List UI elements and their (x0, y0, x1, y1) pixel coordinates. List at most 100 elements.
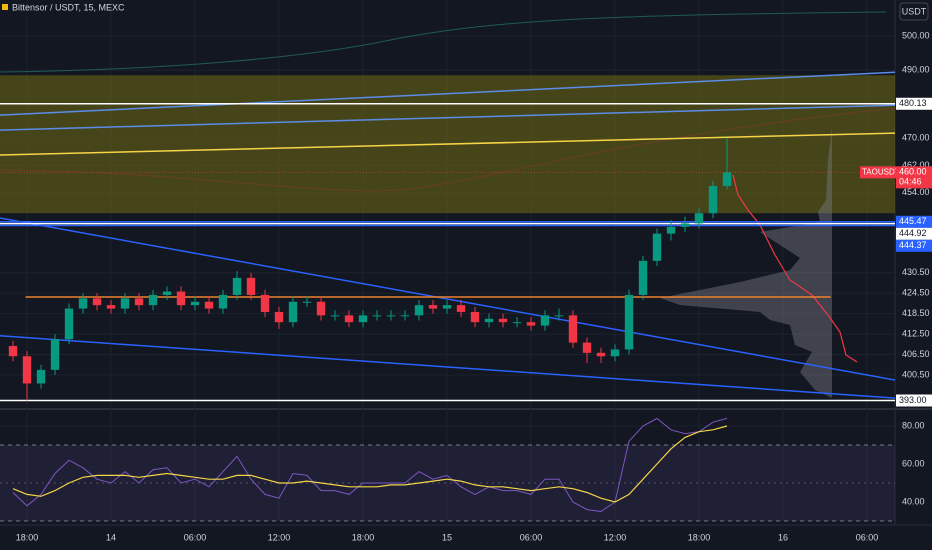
candle-body (204, 301, 214, 309)
x-tick-label: 06:00 (184, 532, 207, 542)
candle-body (372, 315, 382, 317)
candle-body (8, 346, 18, 357)
y-tick-label: 462.00 (902, 160, 930, 170)
candle-body (358, 315, 368, 323)
candle-body (526, 322, 536, 326)
candle-body (50, 339, 60, 370)
x-tick-label: 18:00 (688, 532, 711, 542)
candle-body (78, 298, 88, 309)
candle-body (484, 318, 494, 323)
candle-body (610, 349, 620, 357)
x-tick-label: 14 (106, 532, 116, 542)
x-tick-label: 16 (778, 532, 788, 542)
candle-body (316, 301, 326, 316)
candle-body (246, 277, 256, 295)
candle-body (22, 356, 32, 384)
candle-body (596, 352, 606, 357)
price-label-bg (896, 227, 932, 240)
candle-body (638, 260, 648, 295)
trendline (0, 132, 896, 156)
rsi-tick-label: 80.00 (902, 420, 925, 430)
candle-body (134, 298, 144, 306)
candle-body (428, 305, 438, 309)
price-label: 393.00 (899, 395, 927, 405)
candle-body (190, 301, 200, 306)
candle-body (302, 301, 312, 303)
candle-body (288, 301, 298, 323)
x-tick-label: 18:00 (352, 532, 375, 542)
candle-body (400, 315, 410, 317)
symbol-icon (2, 4, 8, 10)
candle-body (708, 185, 718, 214)
candle-body (232, 277, 242, 295)
candle-body (92, 298, 102, 306)
currency-button[interactable] (899, 2, 929, 21)
trendline (0, 335, 896, 399)
y-tick-label: 500.00 (902, 30, 930, 40)
price-label-bg (896, 215, 932, 228)
countdown: 04:46 (899, 177, 922, 187)
candle-body (554, 315, 564, 317)
x-tick-label: 18:00 (16, 532, 39, 542)
candle-body (652, 233, 662, 261)
rsi-values (12, 417, 728, 513)
x-tick-label: 15 (442, 532, 452, 542)
trendline (0, 71, 896, 116)
last-price-symbol-bg (860, 166, 896, 179)
y-tick-label: 470.00 (902, 133, 930, 143)
last-price-label: 460.00 (899, 167, 927, 177)
y-tick-label: 418.50 (902, 308, 930, 318)
rsi-band (0, 444, 895, 521)
x-tick-label: 12:00 (268, 532, 291, 542)
candle-body (106, 305, 116, 309)
main-layer (0, 71, 896, 402)
last-price-symbol: TAOUSDT (862, 167, 900, 176)
candle-body (414, 305, 424, 316)
price-label: 444.37 (899, 240, 927, 250)
y-tick-label: 424.50 (902, 288, 930, 298)
y-tick-label: 412.50 (902, 328, 930, 338)
candle-body (498, 318, 508, 323)
last-price-bg (896, 166, 932, 189)
candle-body (120, 298, 130, 309)
candle-body (694, 213, 704, 224)
candle-body (512, 322, 522, 324)
chart-title: Bittensor / USDT, 15, MEXC (12, 2, 125, 12)
projection-line (732, 174, 858, 363)
y-tick-label: 454.00 (902, 187, 930, 197)
candle-body (722, 172, 732, 186)
y-tick-label: 406.50 (902, 349, 930, 359)
candle-body (218, 294, 228, 309)
x-tick-label: 06:00 (856, 532, 879, 542)
candle-body (442, 305, 452, 309)
candle-body (568, 315, 578, 343)
trendline (0, 104, 896, 131)
moving-average (0, 11, 887, 73)
y-tick-label: 430.50 (902, 267, 930, 277)
price-label-bg (896, 394, 932, 407)
candle-body (162, 291, 172, 295)
candle-body (624, 294, 634, 350)
price-label-bg (896, 239, 932, 252)
currency-button-label[interactable]: USDT (902, 6, 927, 16)
candle-body (274, 311, 284, 323)
candle-body (456, 305, 466, 312)
x-tick-label: 12:00 (604, 532, 627, 542)
rsi-ma (12, 425, 728, 503)
trendline (0, 217, 896, 381)
candle-body (344, 315, 354, 323)
price-label: 444.92 (899, 228, 927, 238)
candle-body (36, 369, 46, 384)
candle-body (148, 294, 158, 306)
price-label-bg (896, 97, 932, 110)
volume-profile (660, 128, 832, 398)
y-tick-label: 400.50 (902, 369, 930, 379)
price-label: 445.47 (899, 216, 927, 226)
rsi-tick-label: 40.00 (902, 496, 925, 506)
candle-body (260, 294, 270, 312)
candle-body (540, 315, 550, 326)
candle-body (680, 223, 690, 227)
y-tick-label: 490.00 (902, 65, 930, 75)
candle-body (386, 315, 396, 317)
